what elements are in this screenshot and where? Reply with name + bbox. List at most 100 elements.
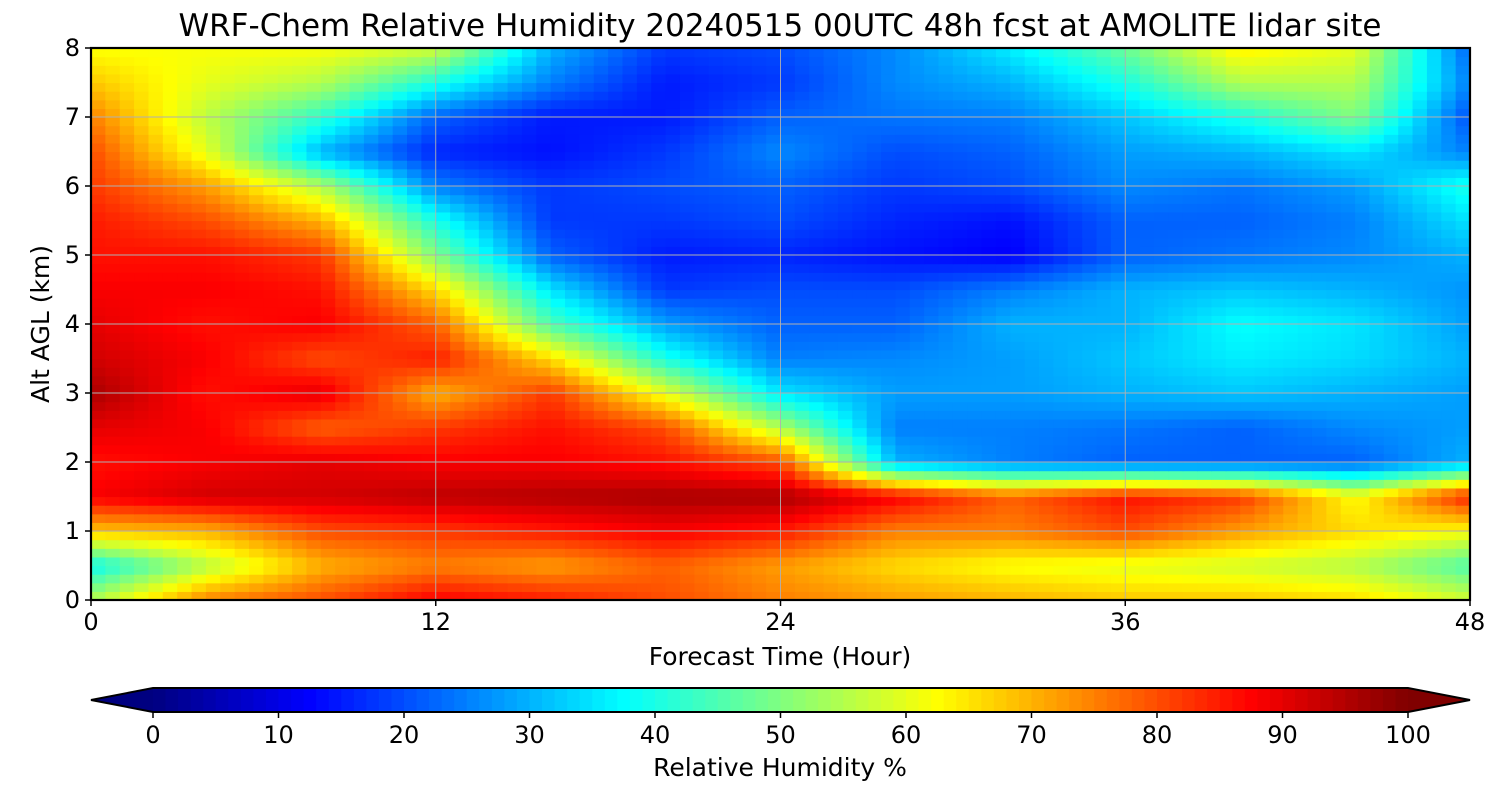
heatmap-cell — [1067, 280, 1083, 291]
heatmap-cell — [608, 255, 624, 265]
heatmap-cell — [536, 393, 552, 403]
heatmap-cell — [1283, 410, 1299, 420]
heatmap-cell — [1311, 151, 1327, 161]
heatmap-cell — [823, 574, 839, 584]
heatmap-cell — [536, 574, 552, 584]
heatmap-cell — [234, 487, 250, 498]
heatmap-cell — [450, 513, 466, 523]
heatmap-cell — [521, 280, 537, 291]
heatmap-cell — [881, 410, 897, 420]
heatmap-cell — [995, 548, 1011, 558]
heatmap-cell — [493, 487, 509, 498]
heatmap-cell — [536, 358, 552, 368]
heatmap-cell — [837, 341, 853, 351]
heatmap-cell — [1168, 367, 1184, 377]
heatmap-cell — [1441, 436, 1457, 446]
heatmap-cell — [220, 582, 236, 592]
heatmap-cell — [450, 548, 466, 558]
heatmap-cell — [809, 298, 825, 308]
heatmap-cell — [119, 479, 135, 489]
heatmap-cell — [1398, 177, 1414, 187]
heatmap-cell — [852, 289, 868, 299]
heatmap-cell — [1311, 427, 1327, 437]
heatmap-cell — [1283, 220, 1299, 230]
heatmap-cell — [1039, 160, 1055, 170]
heatmap-cell — [981, 263, 997, 273]
heatmap-cell — [1139, 349, 1155, 360]
heatmap-cell — [608, 237, 624, 247]
heatmap-cell — [1067, 341, 1083, 351]
heatmap-cell — [981, 194, 997, 204]
heatmap-cell — [1326, 565, 1342, 575]
heatmap-cell — [1225, 280, 1241, 291]
heatmap-cell — [191, 246, 207, 256]
heatmap-cell — [1326, 539, 1342, 549]
heatmap-cell — [1125, 358, 1141, 368]
heatmap-cell — [536, 565, 552, 575]
heatmap-cell — [263, 177, 279, 187]
heatmap-cell — [1240, 272, 1256, 282]
heatmap-cell — [1283, 470, 1299, 480]
heatmap-cell — [507, 582, 523, 592]
heatmap-cell — [1326, 194, 1342, 204]
heatmap-cell — [579, 436, 595, 446]
heatmap-cell — [895, 324, 911, 334]
heatmap-cell — [450, 263, 466, 273]
heatmap-cell — [435, 298, 451, 308]
heatmap-cell — [837, 168, 853, 178]
heatmap-cell — [162, 160, 178, 170]
heatmap-cell — [205, 496, 221, 506]
heatmap-cell — [679, 487, 695, 498]
heatmap-cell — [91, 436, 106, 446]
heatmap-cell — [766, 418, 782, 429]
heatmap-cell — [507, 410, 523, 420]
chart-title: WRF-Chem Relative Humidity 20240515 00UT… — [178, 8, 1382, 44]
heatmap-cell — [1139, 539, 1155, 549]
heatmap-cell — [751, 375, 767, 385]
heatmap-cell — [363, 255, 379, 265]
heatmap-cell — [780, 556, 796, 567]
heatmap-cell — [938, 427, 954, 437]
heatmap-cell — [708, 444, 724, 454]
heatmap-cell — [751, 237, 767, 247]
heatmap-cell — [306, 255, 322, 265]
heatmap-cell — [608, 367, 624, 377]
heatmap-cell — [450, 151, 466, 161]
heatmap-cell — [1082, 427, 1098, 437]
heatmap-cell — [809, 496, 825, 506]
heatmap-cell — [823, 246, 839, 256]
heatmap-cell — [306, 384, 322, 394]
heatmap-cell — [478, 574, 494, 584]
heatmap-cell — [981, 548, 997, 558]
heatmap-cell — [1268, 574, 1284, 584]
heatmap-cell — [1283, 548, 1299, 558]
heatmap-cell — [292, 548, 308, 558]
heatmap-cell — [1412, 574, 1428, 584]
heatmap-cell — [464, 410, 480, 420]
heatmap-cell — [1211, 513, 1227, 523]
heatmap-cell — [636, 289, 652, 299]
heatmap-cell — [1441, 565, 1457, 575]
heatmap-cell — [1225, 444, 1241, 454]
heatmap-cell — [464, 211, 480, 222]
heatmap-cell — [335, 574, 351, 584]
heatmap-cell — [1254, 427, 1270, 437]
heatmap-cell — [565, 177, 580, 187]
heatmap-cell — [1254, 539, 1270, 549]
heatmap-cell — [249, 272, 264, 282]
heatmap-cell — [1082, 531, 1098, 541]
heatmap-cell — [263, 453, 279, 463]
heatmap-cell — [306, 487, 322, 498]
heatmap-cell — [665, 505, 681, 515]
heatmap-cell — [794, 324, 810, 334]
heatmap-cell — [1326, 513, 1342, 523]
heatmap-cell — [507, 375, 523, 385]
heatmap-cell — [837, 151, 853, 161]
heatmap-cell — [1039, 194, 1055, 204]
heatmap-cell — [651, 427, 667, 437]
heatmap-cell — [263, 341, 279, 351]
heatmap-cell — [1383, 272, 1399, 282]
heatmap-cell — [1283, 496, 1299, 506]
heatmap-cell — [1024, 151, 1040, 161]
heatmap-cell — [1412, 151, 1428, 161]
